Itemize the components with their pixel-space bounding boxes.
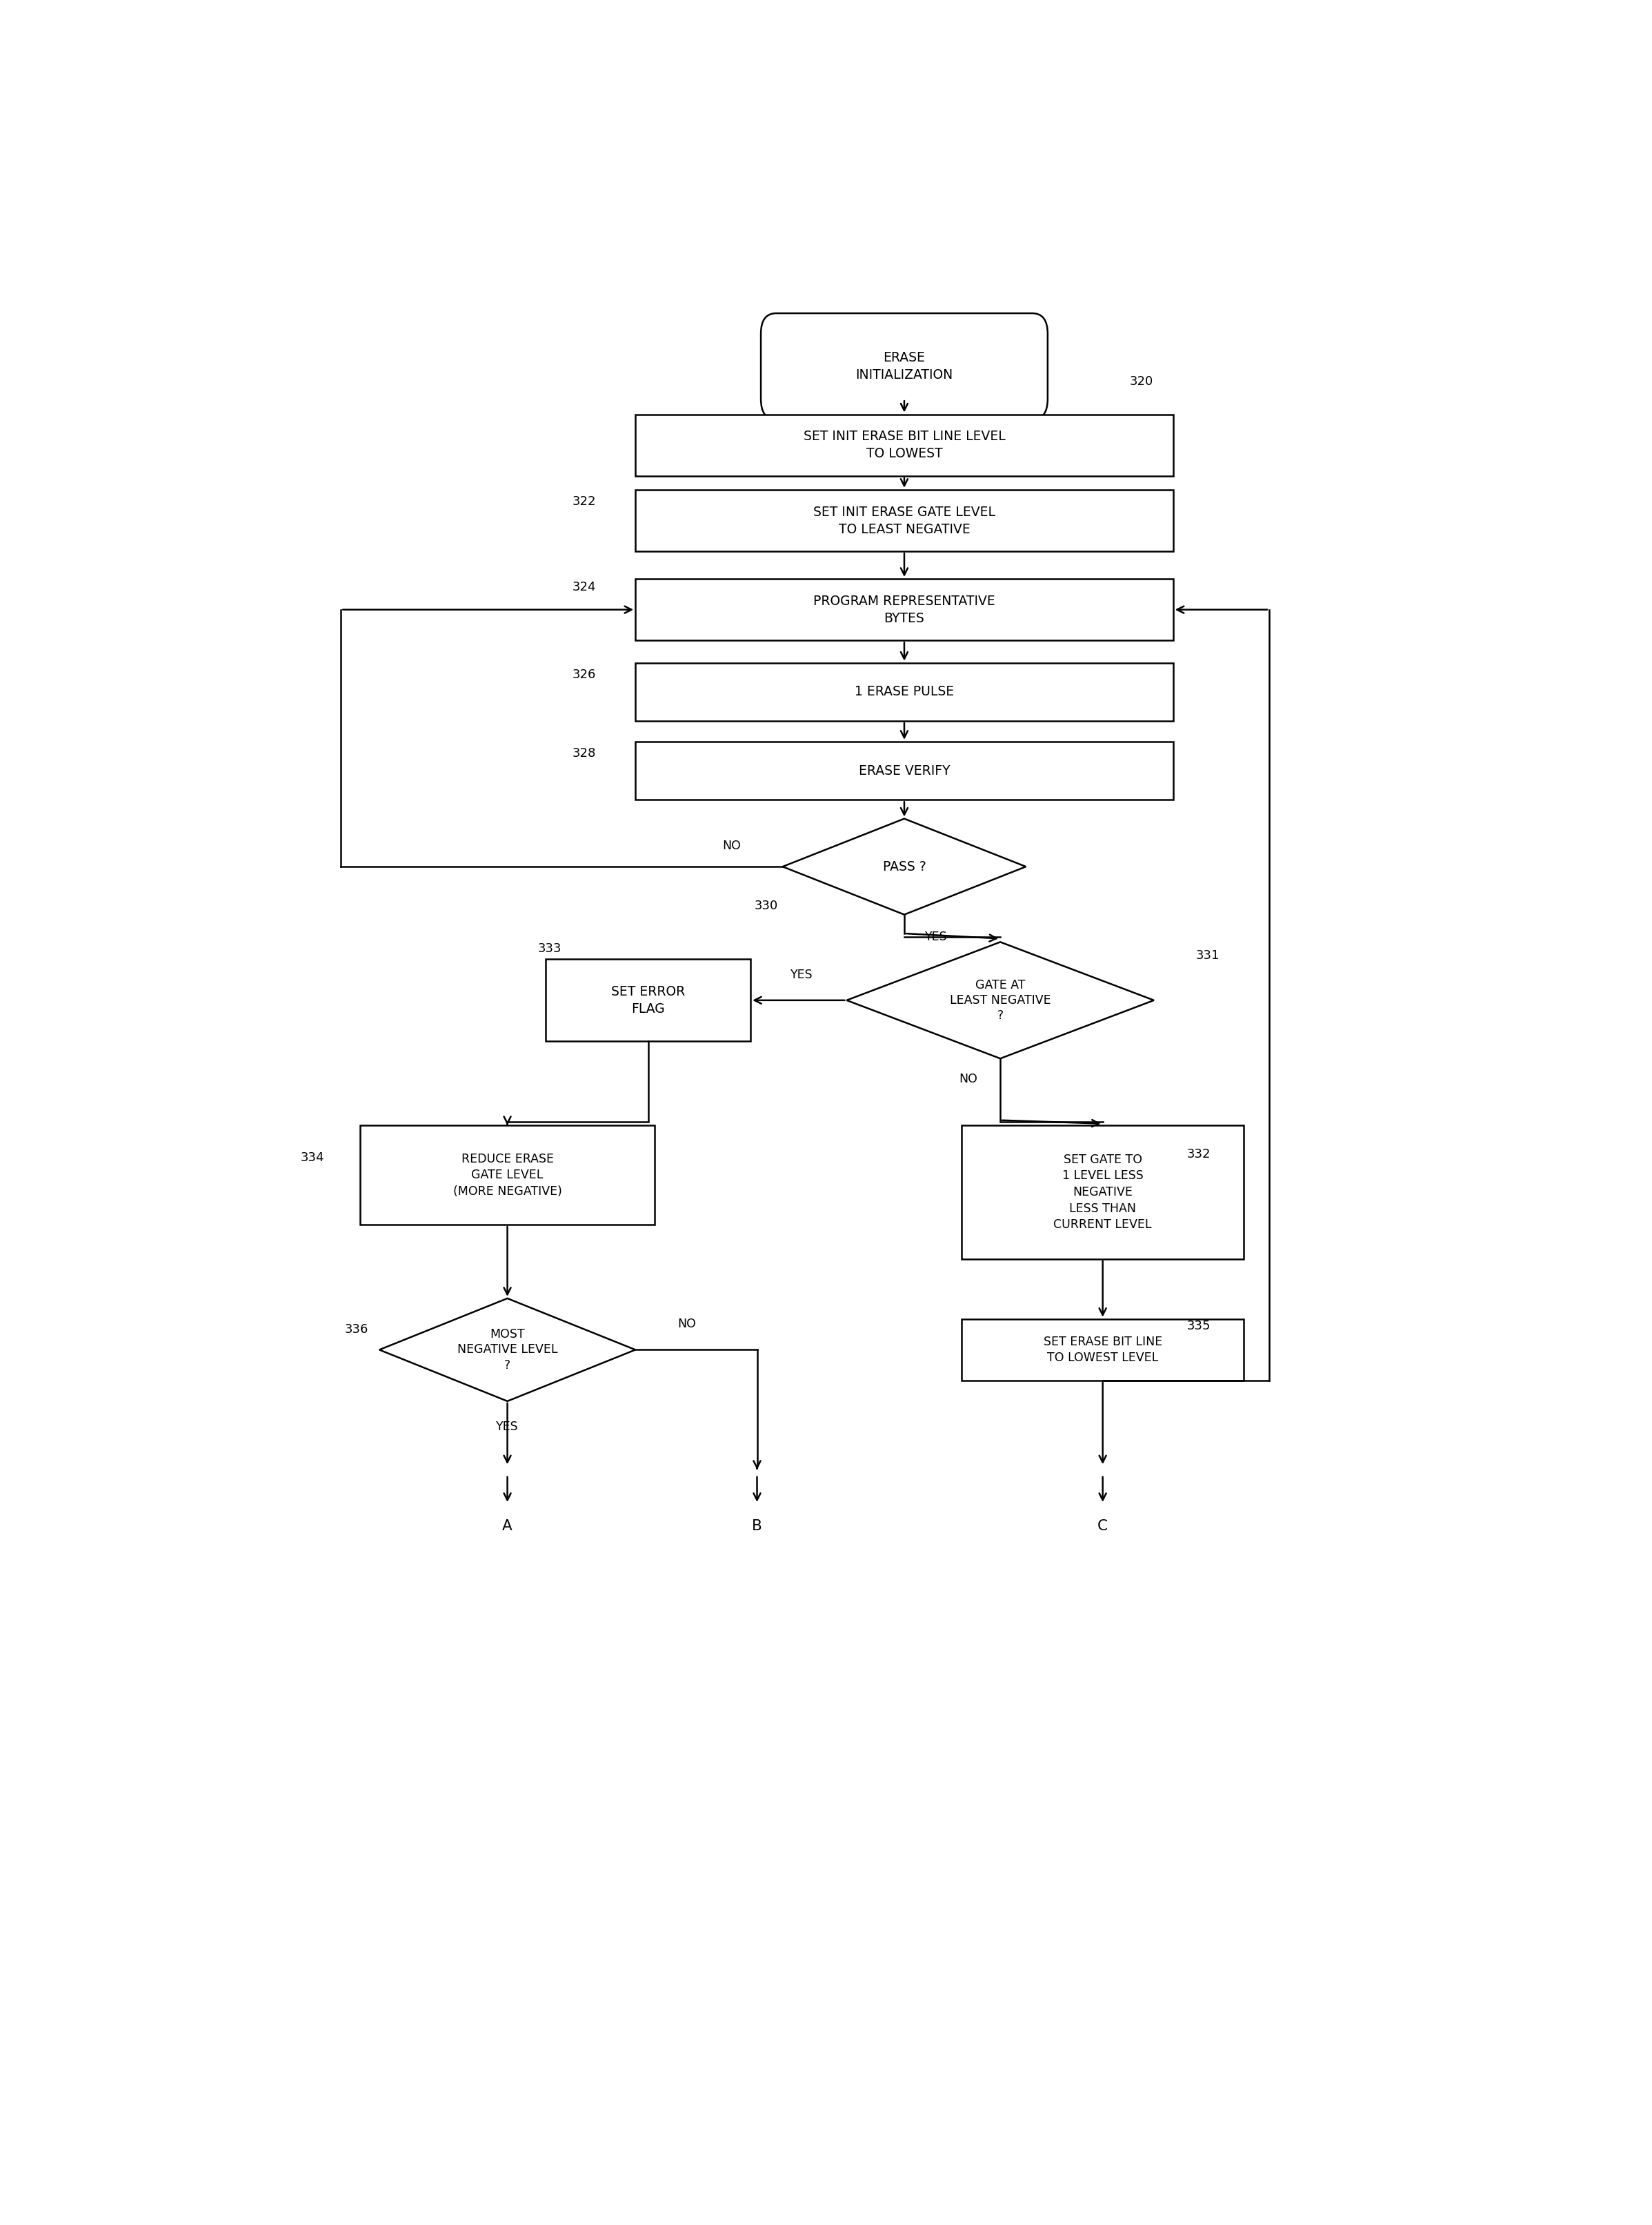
Text: SET GATE TO
1 LEVEL LESS
NEGATIVE
LESS THAN
CURRENT LEVEL: SET GATE TO 1 LEVEL LESS NEGATIVE LESS T… xyxy=(1054,1153,1151,1230)
Text: B: B xyxy=(752,1520,762,1533)
Text: 326: 326 xyxy=(572,668,596,681)
Text: YES: YES xyxy=(791,968,813,981)
Bar xyxy=(961,1126,1244,1259)
Text: 324: 324 xyxy=(572,581,596,594)
Text: 335: 335 xyxy=(1186,1319,1211,1333)
FancyBboxPatch shape xyxy=(762,314,1047,421)
Text: PASS ?: PASS ? xyxy=(882,861,925,872)
Text: 320: 320 xyxy=(1130,376,1153,387)
Bar xyxy=(961,1319,1244,1380)
Text: 331: 331 xyxy=(1196,950,1219,961)
Bar xyxy=(636,578,1173,641)
Text: 330: 330 xyxy=(755,899,778,912)
Text: ERASE
INITIALIZATION: ERASE INITIALIZATION xyxy=(856,352,953,380)
Text: 334: 334 xyxy=(301,1153,325,1164)
Text: SET ERASE BIT LINE
TO LOWEST LEVEL: SET ERASE BIT LINE TO LOWEST LEVEL xyxy=(1044,1335,1161,1364)
Text: PROGRAM REPRESENTATIVE
BYTES: PROGRAM REPRESENTATIVE BYTES xyxy=(813,594,995,625)
Polygon shape xyxy=(380,1299,636,1402)
Text: C: C xyxy=(1097,1520,1108,1533)
Bar xyxy=(636,663,1173,721)
Text: NO: NO xyxy=(960,1072,978,1086)
Text: 332: 332 xyxy=(1186,1148,1211,1161)
Text: YES: YES xyxy=(925,930,948,943)
Polygon shape xyxy=(847,941,1153,1059)
Bar xyxy=(636,741,1173,799)
Text: SET INIT ERASE BIT LINE LEVEL
TO LOWEST: SET INIT ERASE BIT LINE LEVEL TO LOWEST xyxy=(803,429,1004,461)
Text: 1 ERASE PULSE: 1 ERASE PULSE xyxy=(854,685,953,699)
Text: REDUCE ERASE
GATE LEVEL
(MORE NEGATIVE): REDUCE ERASE GATE LEVEL (MORE NEGATIVE) xyxy=(453,1153,562,1197)
Text: 333: 333 xyxy=(537,943,562,955)
Text: NO: NO xyxy=(677,1317,695,1331)
Text: SET INIT ERASE GATE LEVEL
TO LEAST NEGATIVE: SET INIT ERASE GATE LEVEL TO LEAST NEGAT… xyxy=(813,505,995,536)
Text: MOST
NEGATIVE LEVEL
?: MOST NEGATIVE LEVEL ? xyxy=(458,1328,558,1371)
Bar xyxy=(545,959,750,1041)
Bar xyxy=(636,414,1173,476)
Text: NO: NO xyxy=(722,839,740,852)
Text: A: A xyxy=(502,1520,512,1533)
Bar xyxy=(636,490,1173,552)
Polygon shape xyxy=(783,819,1026,914)
Text: YES: YES xyxy=(496,1420,519,1433)
Text: 336: 336 xyxy=(344,1324,368,1335)
Text: SET ERROR
FLAG: SET ERROR FLAG xyxy=(611,986,686,1015)
Text: ERASE VERIFY: ERASE VERIFY xyxy=(859,763,950,777)
Text: 328: 328 xyxy=(572,748,596,759)
Text: GATE AT
LEAST NEGATIVE
?: GATE AT LEAST NEGATIVE ? xyxy=(950,979,1051,1021)
Bar xyxy=(360,1126,654,1224)
Text: 322: 322 xyxy=(572,496,596,507)
